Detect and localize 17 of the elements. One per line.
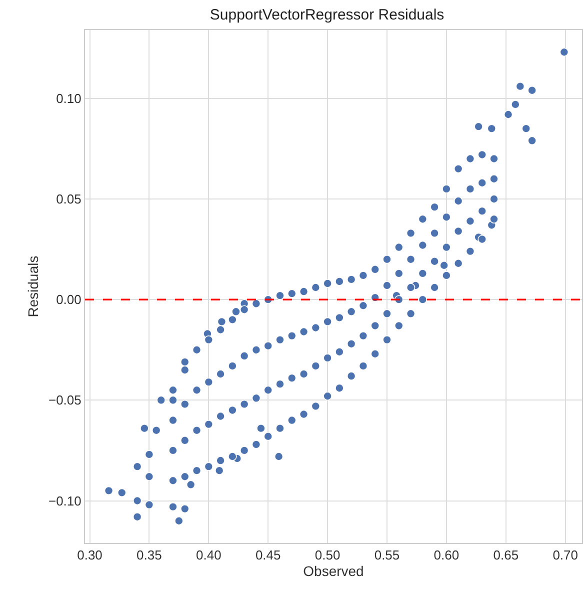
x-axis-title: Observed	[303, 562, 364, 579]
x-tick-label: 0.55	[374, 548, 400, 563]
y-tick-label: −0.05	[48, 392, 82, 408]
x-tick-label: 0.60	[434, 548, 460, 563]
x-tick-label: 0.45	[255, 548, 281, 563]
y-tick-label: −0.10	[48, 493, 82, 508]
y-axis-title: Residuals	[25, 256, 42, 318]
x-tick-label: 0.70	[552, 548, 578, 563]
x-tick-label: 0.65	[493, 548, 519, 563]
x-tick-label: 0.50	[314, 548, 340, 563]
chart-title: SupportVectorRegressor Residuals	[210, 6, 444, 24]
x-tick-label: 0.30	[77, 548, 102, 563]
x-tick-label: 0.40	[196, 548, 222, 563]
x-tick-label: 0.35	[136, 548, 162, 563]
y-tick-label: 0.05	[56, 192, 82, 207]
y-tick-label: 0.10	[56, 90, 82, 106]
y-tick-label: 0.00	[56, 292, 82, 308]
